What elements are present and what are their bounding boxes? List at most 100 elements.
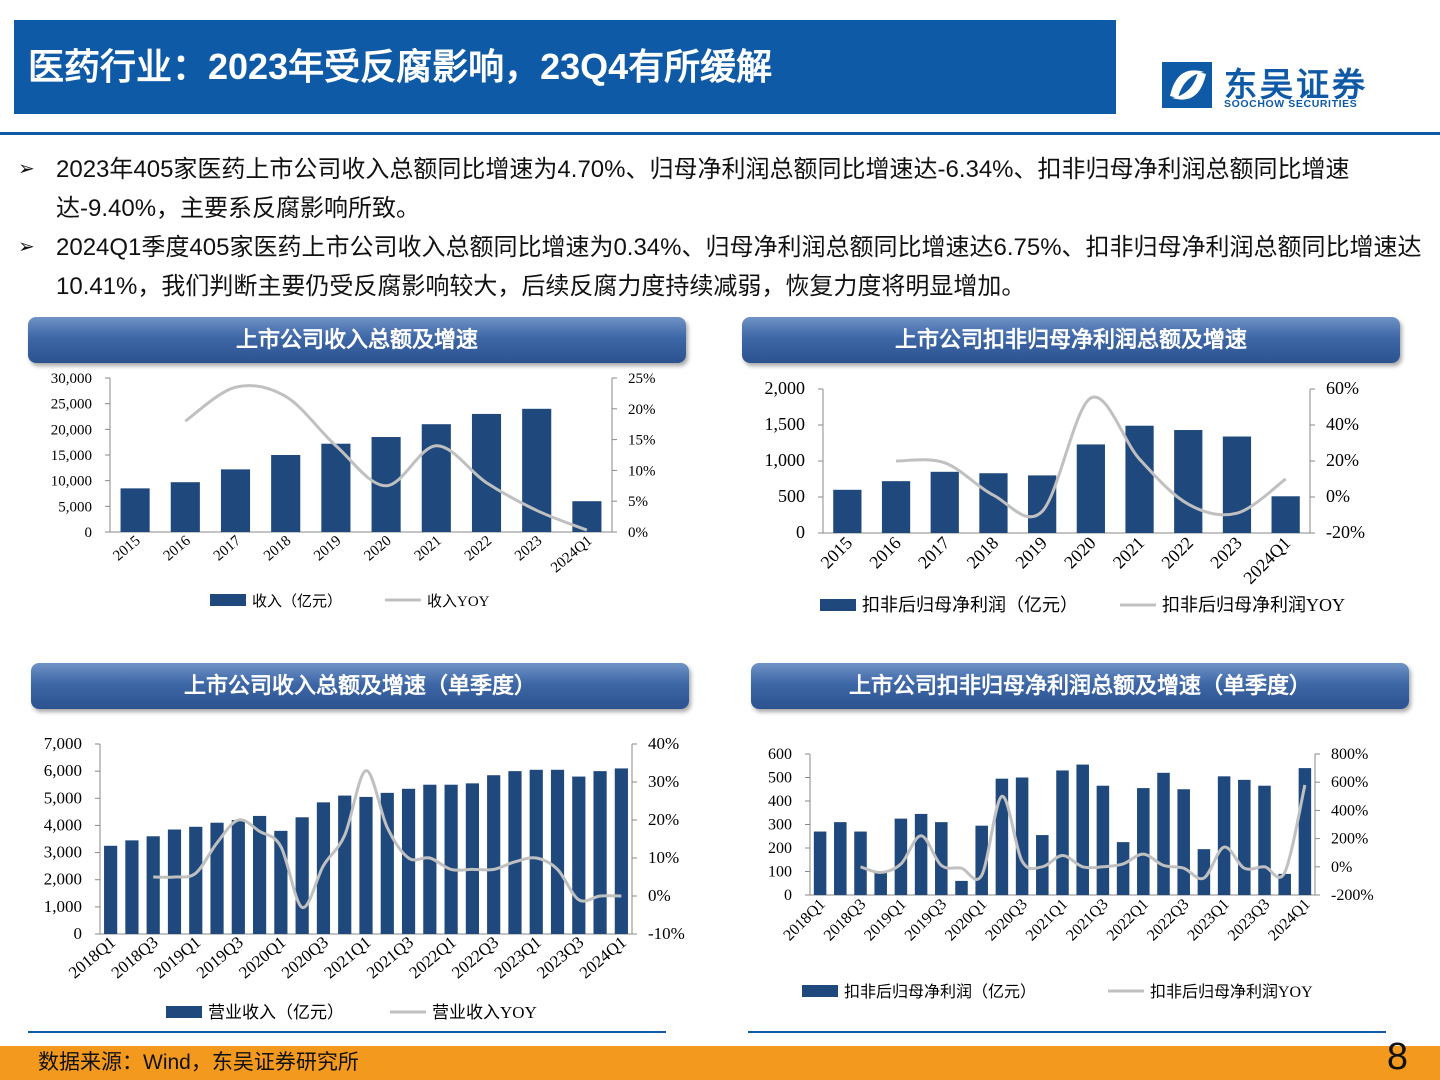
x-tick-label: 2018Q3	[821, 896, 869, 944]
right-tick-label: 5%	[628, 494, 648, 510]
bar	[359, 796, 373, 934]
x-tick-label: 2021Q3	[1063, 896, 1111, 944]
right-tick-label: 800%	[1331, 746, 1368, 763]
x-tick-label: 2021Q1	[1023, 896, 1071, 944]
right-tick-label: 60%	[1326, 378, 1359, 398]
bar	[1137, 788, 1150, 895]
bottom-divider-right	[748, 1031, 1386, 1033]
legend-bar-swatch	[166, 1006, 202, 1018]
bar	[894, 818, 908, 895]
bar	[1096, 785, 1110, 895]
bar	[813, 831, 827, 895]
page-number: 8	[1386, 1036, 1408, 1078]
bar	[167, 829, 182, 934]
revenue-quarterly-chart: 0 1,000 2,000 3,000 4,000 5,000 6,000 7,000 -10%…	[44, 734, 685, 1022]
bar	[125, 840, 139, 934]
x-tick-label: 2020Q1	[942, 896, 990, 944]
left-tick-label: 1,000	[765, 450, 806, 470]
x-tick-label: 2023Q1	[1184, 896, 1232, 944]
bar	[170, 482, 200, 532]
bar	[465, 783, 479, 934]
right-tick-label: -10%	[648, 924, 685, 943]
legend-bar-swatch	[210, 594, 246, 606]
x-tick-label: 2019Q3	[902, 896, 950, 944]
x-tick-label: 2023Q3	[533, 933, 587, 983]
bullet-item: ➢ 2023年405家医药上市公司收入总额同比增速为4.70%、归母净利润总额同…	[18, 150, 1423, 228]
right-tick-label: 15%	[628, 433, 656, 449]
bar	[1036, 835, 1049, 895]
x-tick-label: 2018	[963, 533, 1003, 573]
left-tick-label: 400	[768, 793, 792, 810]
bar	[380, 792, 394, 934]
logo-text-en: SOOCHOW SECURITIES	[1224, 98, 1358, 110]
bar	[930, 471, 959, 533]
bar	[854, 831, 867, 895]
bar	[935, 822, 948, 895]
left-tick-label: 10,000	[51, 474, 92, 490]
left-tick-label: 500	[768, 770, 792, 787]
header-divider	[0, 132, 1440, 135]
right-tick-label: 10%	[628, 463, 656, 479]
left-tick-label: 20,000	[51, 422, 92, 438]
bar	[189, 826, 203, 934]
yoy-line	[895, 395, 1287, 519]
x-tick-label: 2021Q3	[363, 933, 417, 983]
x-tick-label: 2020Q3	[278, 933, 332, 983]
yoy-line	[860, 784, 1307, 881]
bar	[444, 784, 458, 934]
bar	[1157, 772, 1170, 895]
x-tick-label: 2024Q1	[1265, 896, 1313, 944]
bar	[1028, 475, 1057, 533]
right-tick-label: 200%	[1331, 831, 1368, 848]
bar	[1217, 776, 1231, 895]
x-tick-label: 2019	[311, 533, 344, 565]
legend-line-label: 扣非后归母净利润YOY	[1162, 595, 1345, 615]
x-tick-label: 2023Q1	[491, 933, 545, 983]
bar	[995, 778, 1009, 895]
right-tick-label: 0%	[1326, 486, 1350, 506]
left-tick-label: 2,000	[765, 378, 806, 398]
x-tick-label: 2020Q3	[982, 896, 1030, 944]
x-tick-label: 2015	[817, 533, 857, 573]
bar	[220, 469, 251, 532]
left-tick-label: 500	[778, 486, 805, 506]
x-tick-label: 2019Q3	[193, 933, 247, 983]
right-tick-label: 0%	[648, 886, 671, 905]
x-tick-label: 2018Q3	[108, 933, 162, 983]
x-tick-label: 2022	[1157, 533, 1197, 573]
right-tick-label: 30%	[648, 772, 679, 791]
footer-bar: 数据来源：Wind，东吴证券研究所 8	[0, 1036, 1440, 1080]
x-tick-label: 2017	[914, 533, 954, 573]
page-title: 医药行业：2023年受反腐影响，23Q4有所缓解	[14, 20, 1116, 114]
bar	[231, 820, 245, 934]
right-tick-label: 400%	[1331, 802, 1368, 819]
legend-bar-swatch	[820, 599, 856, 611]
right-tick-label: 600%	[1331, 774, 1368, 791]
right-tick-label: 0%	[628, 525, 648, 541]
x-tick-label: 2023Q3	[1225, 896, 1273, 944]
bar	[529, 769, 543, 934]
right-tick-label: 20%	[648, 810, 679, 829]
left-tick-label: 1,500	[765, 414, 806, 434]
x-tick-label: 2021	[412, 533, 445, 565]
x-tick-label: 2022Q3	[448, 933, 502, 983]
bar	[614, 768, 628, 934]
chart-header-profit-quarterly: 上市公司扣非归母净利润总额及增速（单季度）	[751, 663, 1409, 709]
left-tick-label: 100	[768, 864, 792, 881]
bar	[1056, 770, 1069, 895]
bar	[120, 488, 150, 532]
bar	[955, 880, 968, 895]
bar	[1258, 785, 1271, 895]
left-tick-label: 2,000	[44, 870, 82, 889]
left-tick-label: 15,000	[51, 448, 92, 464]
bar	[593, 771, 607, 934]
soochow-logo-icon	[1162, 62, 1212, 108]
x-tick-label: 2021	[1109, 533, 1149, 573]
x-tick-label: 2022	[462, 533, 495, 565]
bar	[295, 817, 309, 934]
left-tick-label: 30,000	[51, 371, 92, 387]
x-tick-label: 2022Q1	[406, 933, 460, 983]
bar	[572, 776, 586, 934]
x-tick-label: 2022Q3	[1144, 896, 1192, 944]
